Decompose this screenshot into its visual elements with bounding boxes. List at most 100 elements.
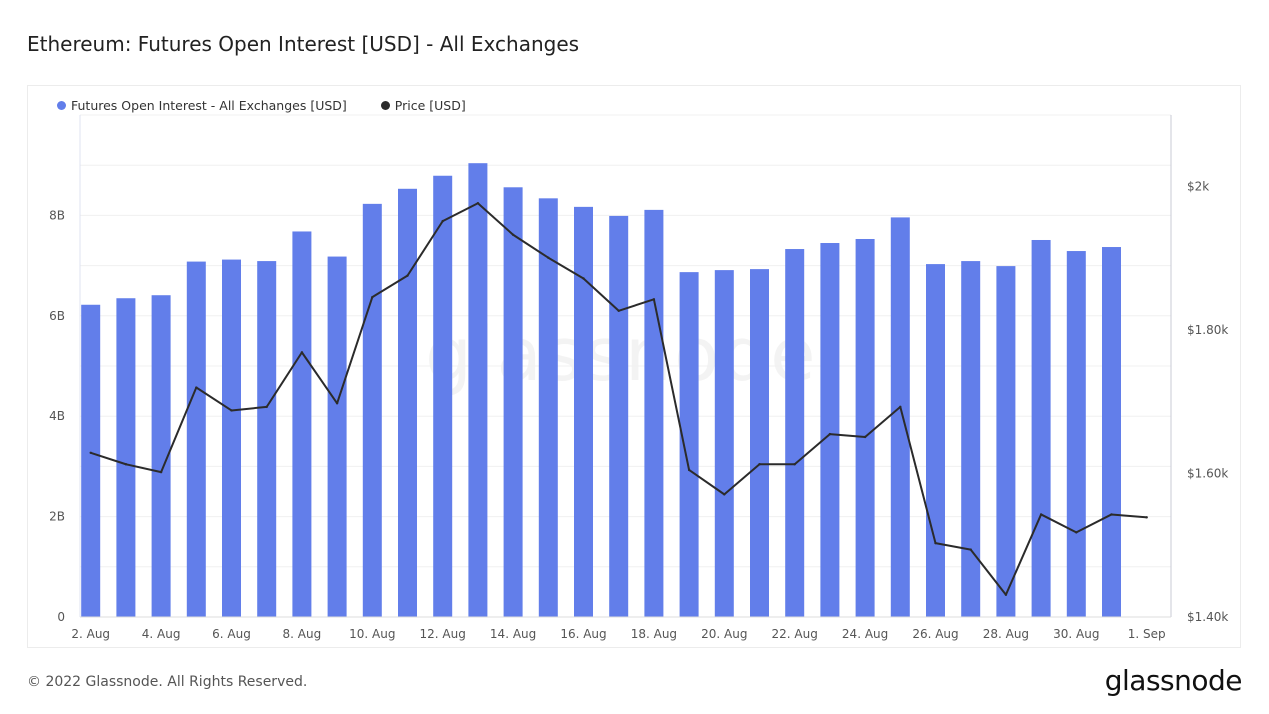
axes: 0 2B 4B 6B 8B $1.40k $1.60k $1.80k $2k 2. Aug 4. A… (49, 115, 1228, 641)
bar (398, 188, 417, 617)
price-point (969, 548, 972, 551)
x-tick-label: 16. Aug (560, 627, 606, 641)
bar (644, 209, 664, 618)
price-point (159, 470, 163, 474)
price-point (582, 277, 585, 280)
bar (750, 269, 769, 617)
bar (292, 231, 312, 618)
x-tick-label: 24. Aug (842, 627, 888, 641)
x-tick-label: 22. Aug (772, 627, 818, 641)
bar (785, 249, 805, 617)
price-point (441, 219, 444, 223)
bar (855, 238, 875, 617)
price-point (371, 295, 374, 299)
price-point (1039, 513, 1043, 516)
price-point (406, 274, 409, 277)
x-tick-label: 12. Aug (420, 627, 466, 641)
bar (890, 217, 910, 617)
bar (538, 198, 558, 617)
y-right-tick-label: $1.40k (1187, 610, 1228, 624)
y-left-tick-label: 8B (49, 208, 65, 222)
x-tick-label: 6. Aug (212, 627, 251, 641)
price-point (687, 468, 691, 472)
bar (327, 256, 347, 617)
y-left-tick-label: 0 (57, 610, 65, 624)
bar (996, 266, 1016, 617)
price-point (793, 463, 796, 466)
bar (186, 261, 206, 617)
legend-dot-icon (57, 100, 66, 110)
price-point (335, 402, 339, 405)
legend-dot-icon (380, 100, 390, 110)
y-left-tick-label: 6B (49, 309, 65, 323)
bar (961, 261, 981, 617)
legend-item-open-interest[interactable]: Futures Open Interest - All Exchanges [U… (57, 98, 347, 113)
bar (222, 259, 241, 617)
price-point (758, 463, 761, 466)
bar (926, 264, 945, 617)
price-point (1145, 516, 1148, 519)
bar (151, 295, 171, 617)
bar (362, 203, 382, 617)
price-point (1110, 513, 1113, 516)
bar (468, 163, 488, 617)
price-point (617, 309, 620, 312)
bar (820, 243, 840, 617)
price-point (723, 493, 726, 496)
bar (81, 304, 101, 617)
bar (116, 298, 136, 617)
bar (433, 175, 453, 617)
glassnode-logo[interactable]: glassnode (1104, 664, 1243, 697)
price-point (547, 256, 550, 259)
x-tick-label: 14. Aug (490, 627, 536, 641)
price-point (195, 386, 198, 389)
x-tick-label: 26. Aug (912, 627, 958, 641)
bar (609, 215, 629, 618)
x-tick-label: 20. Aug (701, 627, 747, 641)
bar (574, 206, 593, 617)
x-tick-label: 2. Aug (71, 627, 110, 641)
bar-series (81, 163, 1121, 618)
x-tick-label: 8. Aug (283, 627, 322, 641)
price-point (1075, 531, 1078, 534)
bar (679, 272, 699, 617)
legend-item-price[interactable]: Price [USD] (380, 97, 466, 113)
x-tick-label: 10. Aug (349, 627, 395, 641)
price-point (511, 233, 515, 236)
price-point (934, 541, 937, 545)
legend-label-price: Price [USD] (394, 97, 466, 113)
x-tick-label: 1. Sep (1128, 627, 1166, 641)
price-point (300, 351, 304, 354)
line-series (89, 202, 1148, 596)
price-point (230, 409, 233, 412)
price-point (1004, 593, 1008, 596)
price-point (476, 202, 480, 205)
price-point (899, 405, 902, 409)
x-tick-label: 18. Aug (631, 627, 677, 641)
price-point (124, 463, 128, 466)
bar (257, 261, 277, 617)
price-point (652, 298, 656, 301)
bar (503, 187, 523, 617)
chart-title: Ethereum: Futures Open Interest [USD] - … (27, 32, 580, 56)
price-point (828, 432, 832, 436)
x-tick-label: 30. Aug (1053, 627, 1099, 641)
y-left-tick-label: 4B (49, 409, 65, 423)
price-point (265, 405, 268, 409)
chart-legend: Futures Open Interest - All Exchanges [U… (57, 97, 500, 113)
y-right-tick-label: $2k (1187, 180, 1209, 194)
x-tick-label: 4. Aug (142, 627, 181, 641)
x-tick-label: 28. Aug (983, 627, 1029, 641)
y-right-tick-label: $1.60k (1187, 467, 1228, 481)
legend-label-open-interest: Futures Open Interest - All Exchanges [U… (71, 97, 347, 113)
y-right-tick-label: $1.80k (1187, 323, 1228, 337)
y-left-tick-label: 2B (49, 510, 65, 524)
chart-panel (27, 85, 1241, 648)
copyright-text: © 2022 Glassnode. All Rights Reserved. (27, 674, 308, 690)
price-point (863, 435, 867, 439)
price-point (89, 451, 92, 454)
bar (1031, 239, 1051, 618)
bar (714, 270, 734, 617)
bar (1066, 251, 1086, 618)
